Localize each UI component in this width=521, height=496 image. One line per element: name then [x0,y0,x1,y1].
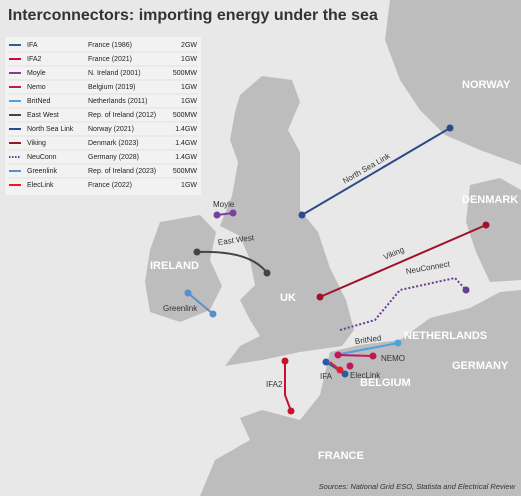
viking [319,224,487,298]
legend-name: Viking [27,140,46,147]
endpoint [316,293,324,301]
legend-name: BritNed [27,98,50,105]
legend-name: Moyle [27,70,46,77]
legend-capacity: 2GW [181,42,197,49]
legend-destination: Netherlands (2011) [88,98,147,105]
north-sea-link [301,127,451,216]
ifa2 [284,361,292,412]
legend-name: IFA2 [27,56,42,63]
endpoint [462,286,470,294]
country-label: DENMARK [462,194,518,206]
legend-destination: France (2022) [88,182,132,189]
legend-destination: Norway (2021) [88,126,134,133]
legend-capacity: 500MW [173,112,198,119]
source: Sources: National Grid ESO, Statista and… [319,482,516,491]
link-label: ElecLink [350,371,381,380]
land [145,0,521,496]
britned [334,342,399,356]
legend-name: Greenlink [27,168,57,175]
link-label: Moyle [213,200,235,209]
legend-name: East West [27,112,59,119]
legend-destination: Rep. of Ireland (2023) [88,168,156,175]
endpoint [369,352,377,360]
legend-capacity: 1GW [181,98,197,105]
legend-name: IFA [27,42,38,49]
endpoint [184,289,192,297]
endpoint [287,407,295,415]
legend-destination: Denmark (2023) [88,140,139,147]
legend-capacity: 500MW [173,70,198,77]
country-label: UK [280,292,296,304]
country-label: BELGIUM [360,377,411,389]
endpoint [298,211,306,219]
legend-destination: Belgium (2019) [88,84,135,91]
endpoint [334,351,342,359]
legend-name: NeuConn [27,154,57,161]
country-label: GERMANY [452,360,509,372]
legend-capacity: 1GW [181,56,197,63]
endpoint [446,124,454,132]
legend-capacity: 500MW [173,168,198,175]
east-west [196,250,268,274]
endpoint [336,366,344,374]
endpoint [193,248,201,256]
endpoint [394,339,402,347]
legend-destination: Rep. of Ireland (2012) [88,112,156,119]
legend-capacity: 1.4GW [175,126,197,133]
country-label: NORWAY [462,79,511,91]
link-label: IFA [320,372,333,381]
legend-destination: France (2021) [88,56,132,63]
neuconnect [339,276,467,331]
legend-name: North Sea Link [27,126,74,133]
legend-capacity: 1GW [181,84,197,91]
link-label: IFA2 [266,380,283,389]
endpoint [322,358,330,366]
endpoint [281,357,289,365]
legend-capacity: 1.4GW [175,140,197,147]
legend-capacity: 1GW [181,182,197,189]
endpoint [209,310,217,318]
country-label: FRANCE [318,450,364,462]
legend-capacity: 1.4GW [175,154,197,161]
endpoint [341,370,349,378]
legend-destination: N. Ireland (2001) [88,70,141,77]
endpoints [184,124,490,415]
legend-destination: France (1986) [88,42,132,49]
endpoint [482,221,490,229]
legend-panel [5,37,201,195]
legend-destination: Germany (2028) [88,154,139,161]
link-label: BritNed [354,333,382,346]
greenlink [187,292,214,315]
legend: IFA France (1986) 2GW IFA2 France (2021) 1GW M… [8,42,198,189]
legend-name: ElecLink [27,182,54,189]
nemo [337,354,374,357]
endpoint [213,211,221,219]
link-label: Greenlink [163,304,198,313]
country-label: NETHERLANDS [404,330,487,342]
link-label: NEMO [381,354,405,363]
title: Interconnectors: importing energy under … [8,7,378,24]
legend-name: Nemo [27,84,46,91]
country-labels: NORWAY DENMARK IRELAND UK NETHERLANDS GE… [150,79,518,462]
endpoint [229,209,237,217]
endpoint [346,362,354,370]
country-label: IRELAND [150,260,199,272]
endpoint [263,269,271,277]
